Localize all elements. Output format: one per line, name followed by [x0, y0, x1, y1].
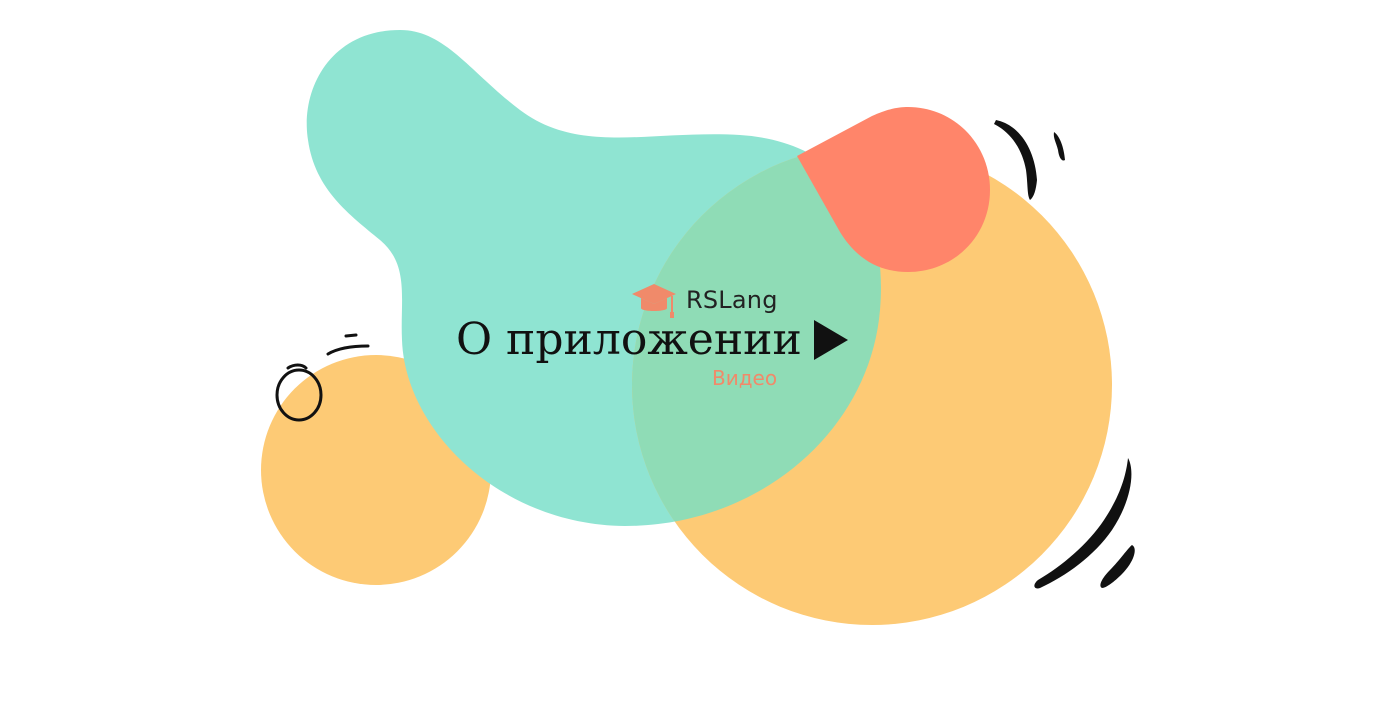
video-link[interactable]: Видео [712, 366, 778, 390]
play-icon[interactable] [812, 320, 852, 360]
coral-circle [797, 107, 990, 272]
brush-stroke-bottom-1 [1034, 458, 1132, 589]
brush-stroke-top-1 [994, 120, 1037, 200]
graduation-cap-icon [632, 284, 676, 318]
brand-name: RSLang [686, 286, 778, 314]
brand[interactable]: RSLang [630, 280, 778, 320]
doodle-ring [275, 368, 323, 422]
doodle-dash-1 [286, 363, 308, 370]
doodle-dash-2 [326, 344, 370, 356]
brush-stroke-top-2 [1053, 132, 1065, 161]
brush-stroke-bottom-2 [1100, 545, 1135, 588]
doodle-dash-3 [344, 333, 358, 338]
page-title: О приложении [456, 314, 802, 365]
